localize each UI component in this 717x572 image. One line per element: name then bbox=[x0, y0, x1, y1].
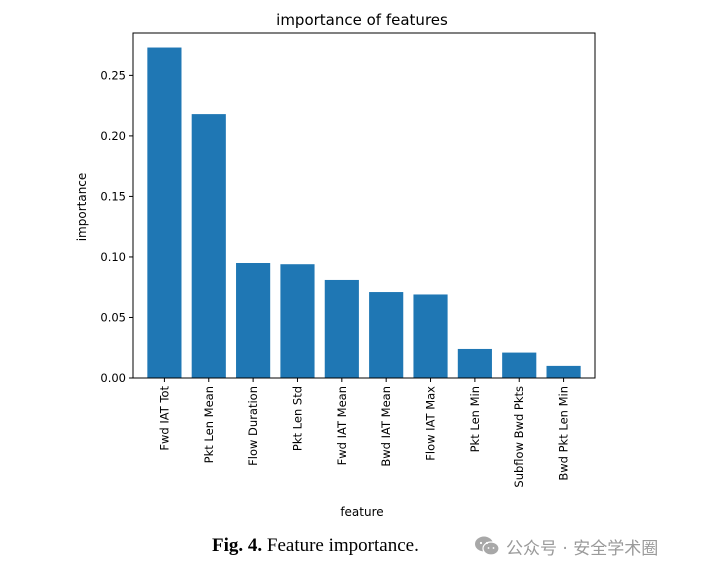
y-tick-label-2: 0.10 bbox=[100, 250, 126, 264]
bar-7 bbox=[457, 348, 492, 378]
x-axis-label: feature bbox=[340, 505, 383, 519]
x-tick-label-2: Flow Duration bbox=[246, 386, 260, 466]
x-tick-label-7: Pkt Len Min bbox=[468, 386, 482, 452]
x-axis: Fwd IAT Tot Pkt Len Mean Flow Duration Pkt … bbox=[157, 378, 571, 488]
bar-1 bbox=[191, 114, 226, 379]
y-tick-label-5: 0.25 bbox=[100, 68, 126, 82]
wechat-icon bbox=[475, 536, 500, 556]
y-tick-label-0: 0.00 bbox=[100, 371, 126, 385]
caption-text: Fig. 4. Feature importance. bbox=[212, 535, 419, 557]
bar-6 bbox=[413, 294, 448, 378]
bar-0 bbox=[147, 47, 182, 378]
bar-3 bbox=[280, 264, 315, 378]
x-tick-label-0: Fwd IAT Tot bbox=[157, 386, 171, 451]
plot-frame bbox=[132, 32, 596, 379]
bar-9 bbox=[546, 365, 581, 378]
chart-title: importance of features bbox=[276, 11, 448, 29]
bar-2 bbox=[236, 263, 271, 378]
x-tick-label-6: Flow IAT Max bbox=[424, 386, 438, 461]
bar-5 bbox=[369, 292, 404, 378]
x-tick-label-9: Bwd Pkt Len Min bbox=[557, 386, 571, 481]
watermark: 公众号 · 安全学术圈 bbox=[474, 533, 658, 559]
y-axis-label: importance bbox=[75, 173, 89, 242]
bar-chart: importance of features 0.000.050.100.150… bbox=[75, 11, 596, 519]
x-tick-label-3: Pkt Len Std bbox=[290, 386, 304, 451]
y-tick-label-1: 0.05 bbox=[100, 310, 126, 324]
y-tick-label-4: 0.20 bbox=[100, 129, 126, 143]
x-tick-label-1: Pkt Len Mean bbox=[202, 386, 216, 463]
x-tick-label-8: Subflow Bwd Pkts bbox=[512, 386, 526, 488]
y-tick-label-3: 0.15 bbox=[100, 189, 126, 203]
watermark-text: 公众号 · 安全学术圈 bbox=[506, 538, 659, 559]
x-tick-label-5: Bwd IAT Mean bbox=[379, 386, 393, 467]
bars-group bbox=[147, 47, 581, 379]
bar-8 bbox=[502, 352, 537, 378]
caption-label: Fig. 4. bbox=[212, 535, 263, 556]
figure-caption: Fig. 4. Feature importance. 公众号 · 安全学术圈 bbox=[0, 533, 717, 563]
bar-4 bbox=[324, 279, 359, 378]
caption-body: Feature importance. bbox=[266, 535, 419, 556]
y-axis: 0.00 0.05 0.10 0.15 0.20 0.25 bbox=[100, 68, 133, 385]
x-tick-label-4: Fwd IAT Mean bbox=[335, 386, 349, 465]
